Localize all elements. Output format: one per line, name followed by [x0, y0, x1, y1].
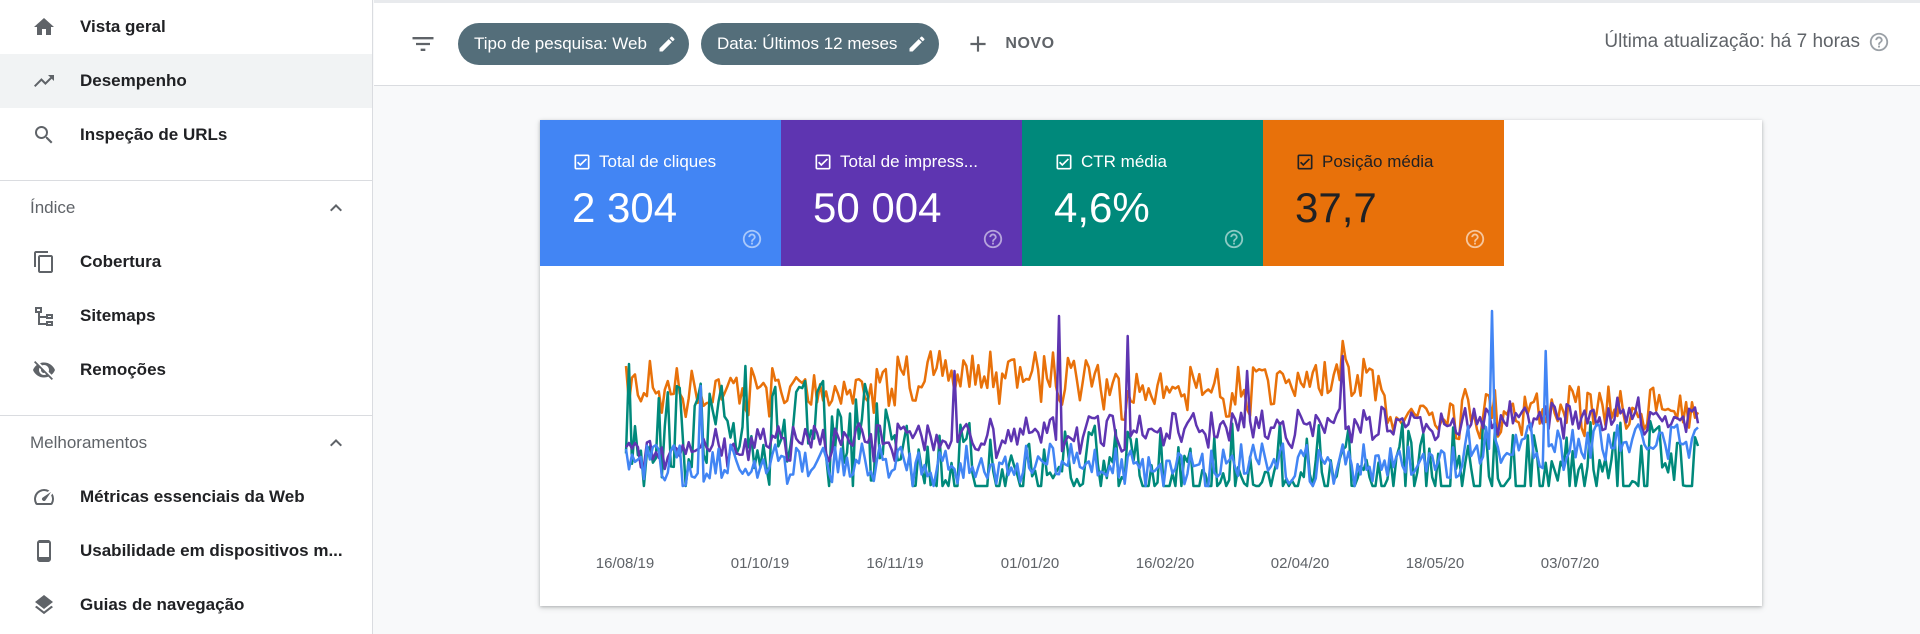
metric-value: 2 304 [572, 184, 678, 231]
series-line-clicks [624, 309, 1699, 488]
filter-button[interactable] [408, 29, 438, 59]
sidebar-item-label: Usabilidade em dispositivos m... [80, 541, 343, 560]
sidebar-item-label: Guias de navegação [80, 595, 245, 614]
sidebar-item-removals[interactable]: Remoções [0, 343, 372, 397]
x-tick-label: 03/07/20 [1541, 555, 1599, 572]
x-tick-label: 01/10/19 [731, 555, 789, 572]
chevron-up-icon [330, 439, 342, 447]
sidebar-item-performance[interactable]: Desempenho [0, 54, 372, 108]
checkbox-checked-icon[interactable] [813, 152, 833, 172]
last-update: Última atualização: há 7 horas [1604, 31, 1890, 53]
pencil-icon[interactable] [907, 34, 927, 54]
sidebar-item-label: Métricas essenciais da Web [80, 487, 305, 506]
layers-icon [30, 591, 58, 619]
sidebar-item-label: Vista geral [80, 17, 166, 36]
metric-label: Total de cliques [599, 152, 717, 171]
chip-label: Data: Últimos 12 meses [716, 34, 898, 53]
sidebar-item-label: Inspeção de URLs [80, 125, 228, 144]
metric-total-impressions[interactable]: Total de impress... 50 004 [781, 120, 1022, 266]
metric-tiles: Total de cliques 2 304 Total de impress.… [540, 120, 1762, 266]
speed-gauge-icon [30, 483, 58, 511]
section-index-header[interactable]: Índice [0, 181, 372, 235]
series-line-position [624, 339, 1700, 441]
sidebar-item-breadcrumbs[interactable]: Guias de navegação [0, 578, 372, 632]
x-tick-label: 16/11/19 [866, 555, 923, 572]
x-tick-label: 01/01/20 [1001, 555, 1059, 572]
new-filter-button[interactable]: NOVO [965, 31, 1054, 57]
filter-list-icon [412, 37, 434, 51]
section-title: Melhoramentos [30, 433, 148, 452]
chip-date-range[interactable]: Data: Últimos 12 meses [700, 23, 940, 65]
metric-average-position[interactable]: Posição média 37,7 [1263, 120, 1504, 266]
metric-label: Total de impress... [840, 152, 978, 171]
help-icon[interactable] [741, 228, 763, 250]
checkbox-checked-icon[interactable] [1295, 152, 1315, 172]
metric-value: 50 004 [813, 184, 942, 231]
sidebar-item-label: Remoções [80, 360, 166, 379]
section-enhancements-header[interactable]: Melhoramentos [0, 416, 372, 470]
help-icon[interactable] [1223, 228, 1245, 250]
performance-card: Total de cliques 2 304 Total de impress.… [540, 120, 1762, 606]
new-filter-label: NOVO [1005, 35, 1055, 52]
x-tick-label: 16/02/20 [1136, 555, 1194, 572]
sidebar-divider [0, 415, 372, 416]
sitemap-icon [30, 302, 58, 330]
help-icon[interactable] [982, 228, 1004, 250]
help-icon[interactable] [1868, 31, 1890, 53]
chip-label: Tipo de pesquisa: Web [474, 34, 647, 53]
metric-average-ctr[interactable]: CTR média 4,6% [1022, 120, 1263, 266]
metric-value: 37,7 [1295, 184, 1377, 231]
smartphone-icon [30, 537, 58, 565]
performance-chart[interactable]: 16/08/19 01/10/19 16/11/19 01/01/20 16/02/20… [540, 266, 1762, 606]
sidebar-item-url-inspection[interactable]: Inspeção de URLs [0, 108, 372, 162]
series-line-impressions [624, 314, 1700, 471]
checkbox-checked-icon[interactable] [1054, 152, 1074, 172]
chevron-up-icon [330, 204, 342, 212]
trending-up-icon [30, 67, 58, 95]
metric-total-clicks[interactable]: Total de cliques 2 304 [540, 120, 781, 266]
metric-value: 4,6% [1054, 184, 1150, 231]
sidebar-item-overview[interactable]: Vista geral [0, 0, 372, 54]
x-tick-label: 02/04/20 [1271, 555, 1329, 572]
series-line-ctr [624, 362, 1700, 488]
filter-bar: Tipo de pesquisa: Web Data: Últimos 12 m… [374, 0, 1920, 86]
visibility-off-icon [30, 356, 58, 384]
help-icon[interactable] [1464, 228, 1486, 250]
sidebar-item-mobile-usability[interactable]: Usabilidade em dispositivos m... [0, 524, 372, 578]
checkbox-checked-icon[interactable] [572, 152, 592, 172]
section-title: Índice [30, 198, 76, 217]
sidebar-item-sitemaps[interactable]: Sitemaps [0, 289, 372, 343]
plus-icon [970, 36, 986, 52]
sidebar-item-label: Cobertura [80, 252, 162, 271]
pencil-icon[interactable] [657, 34, 677, 54]
sidebar-item-core-web-vitals[interactable]: Métricas essenciais da Web [0, 470, 372, 524]
x-tick-label: 18/05/20 [1406, 555, 1464, 572]
search-icon [30, 121, 58, 149]
home-icon [30, 13, 58, 41]
x-tick-label: 16/08/19 [596, 555, 654, 572]
metric-label: Posição média [1322, 152, 1434, 171]
metric-label: CTR média [1081, 152, 1167, 171]
sidebar: Vista geral Desempenho Inspeção de URLs … [0, 0, 373, 634]
sidebar-item-coverage[interactable]: Cobertura [0, 235, 372, 289]
copy-icon [30, 248, 58, 276]
sidebar-item-label: Desempenho [80, 71, 187, 90]
last-update-text: Última atualização: há 7 horas [1604, 31, 1860, 52]
chip-search-type[interactable]: Tipo de pesquisa: Web [458, 23, 689, 65]
sidebar-divider [0, 180, 372, 181]
sidebar-item-label: Sitemaps [80, 306, 156, 325]
chart-svg: 16/08/19 01/10/19 16/11/19 01/01/20 16/02/20… [596, 309, 1700, 572]
